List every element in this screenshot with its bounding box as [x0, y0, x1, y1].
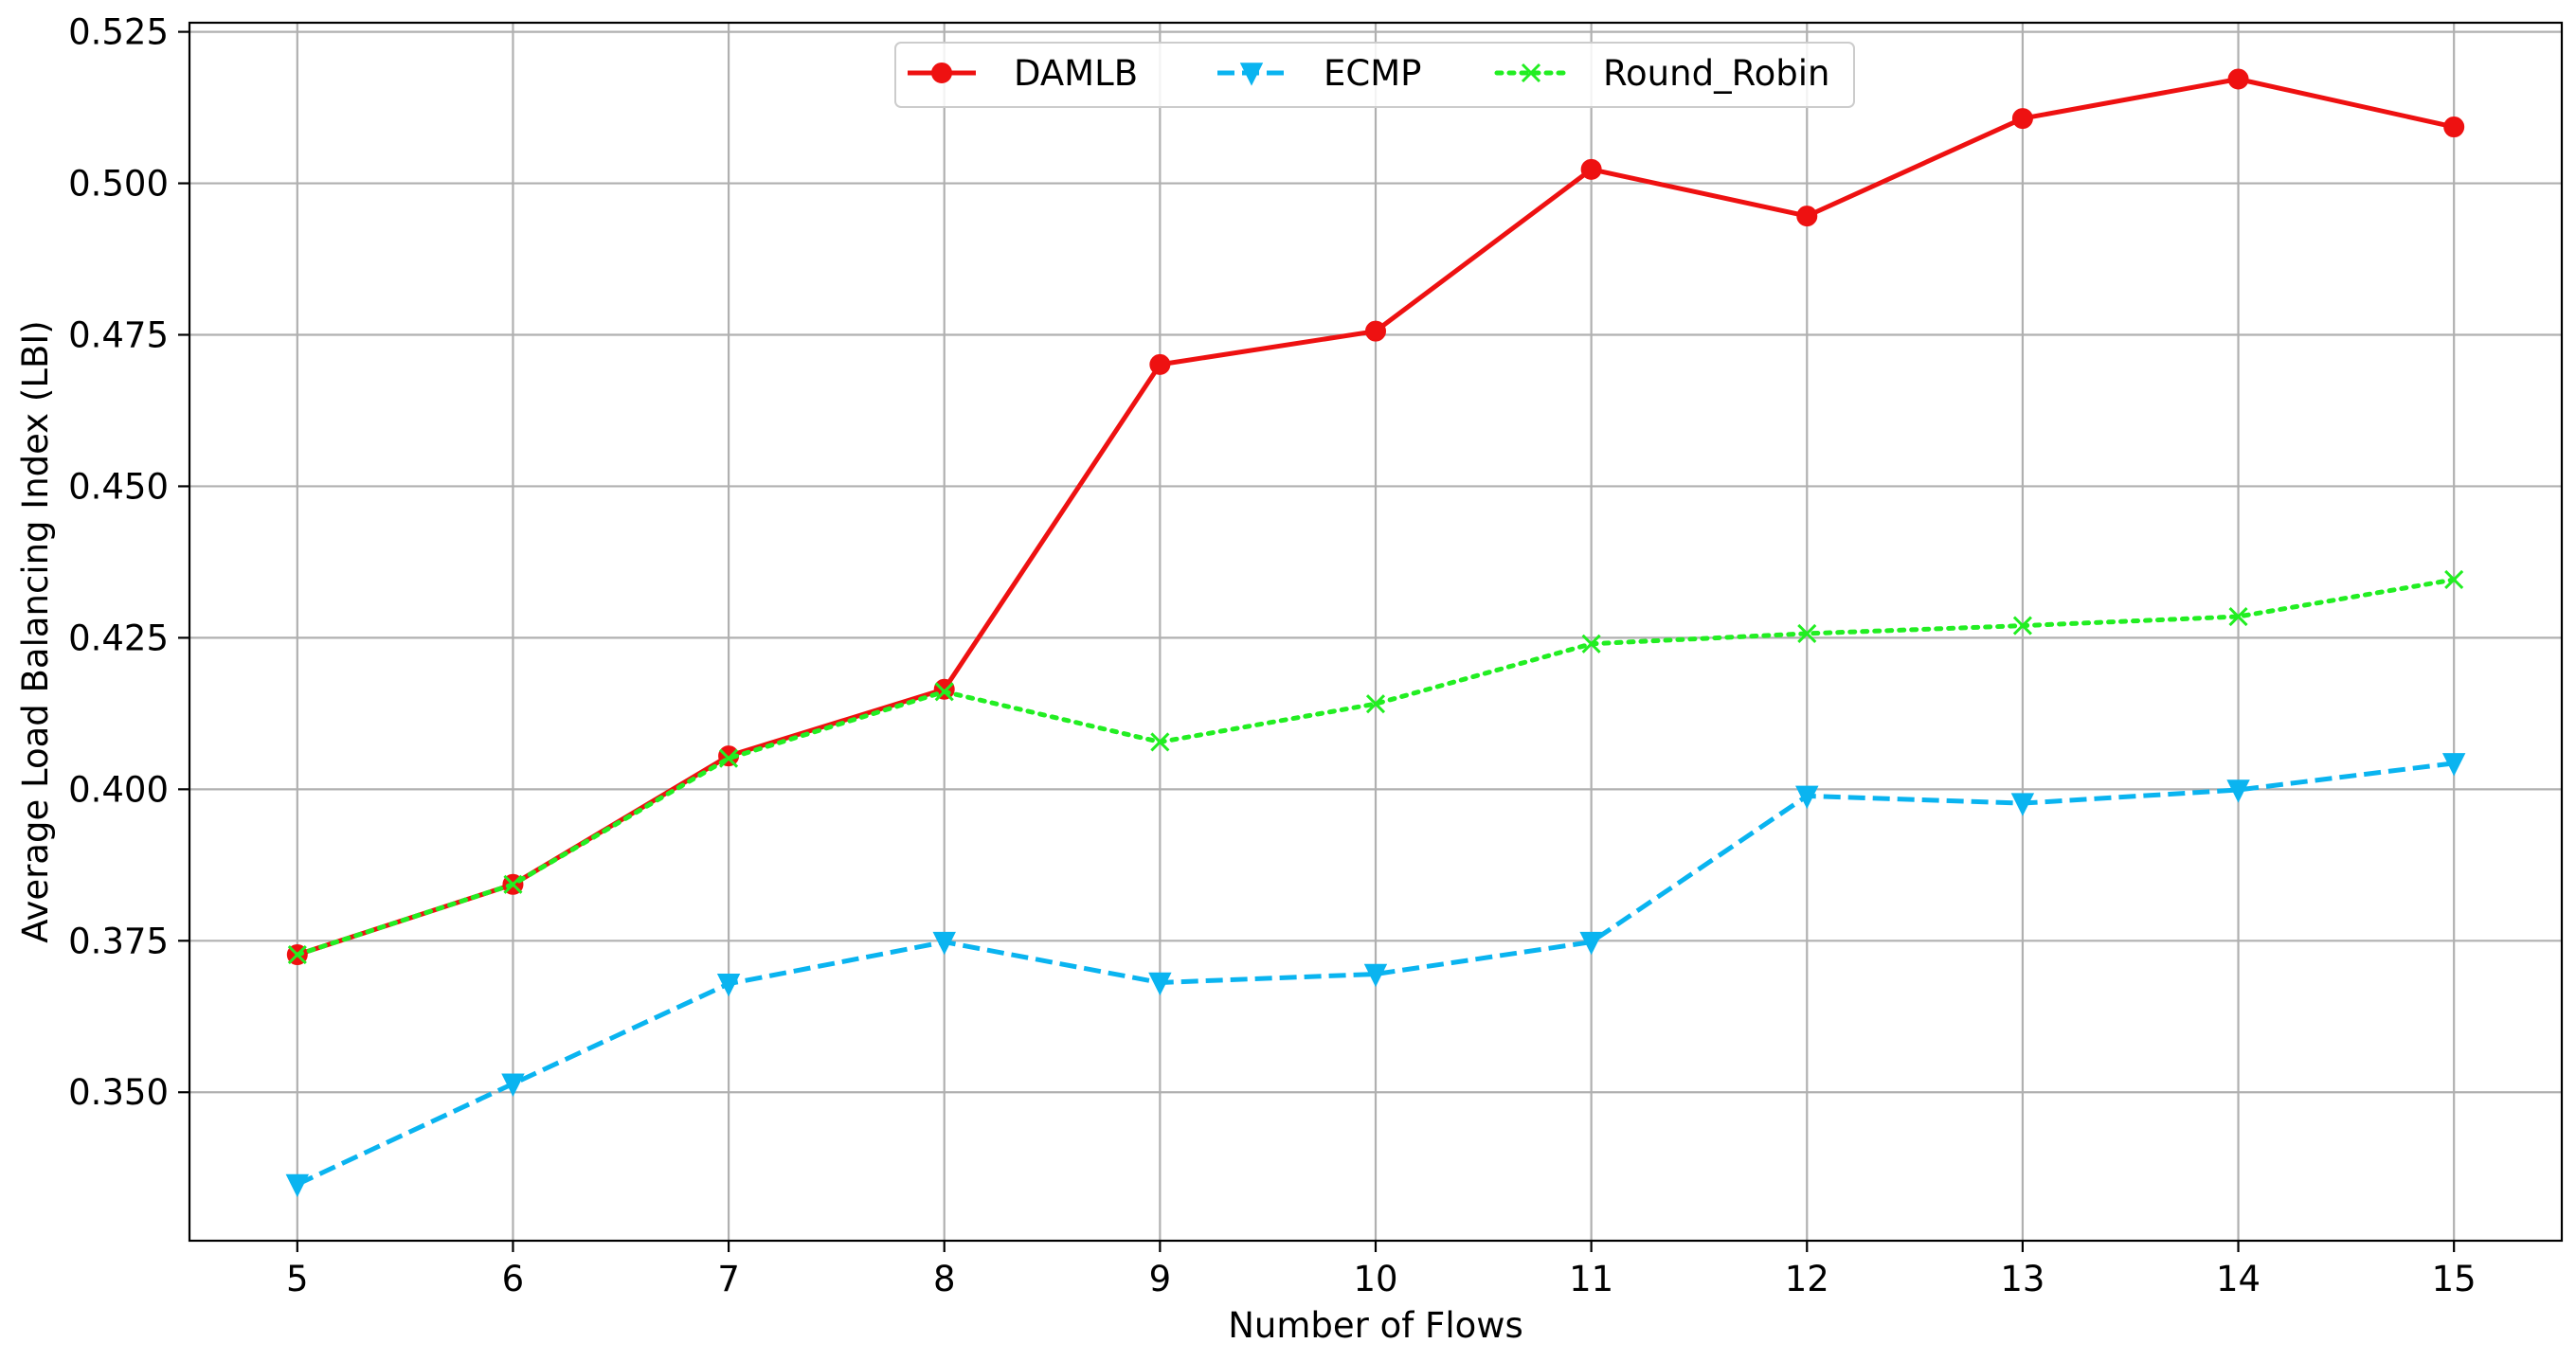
x-tick-label: 9	[1149, 1259, 1172, 1299]
legend-marker-ecmp	[1239, 63, 1264, 86]
data-point-round-robin	[1797, 623, 1817, 643]
data-point-damlb	[1580, 158, 1602, 180]
y-tick-label: 0.400	[68, 769, 169, 810]
x-tick-label: 15	[2432, 1259, 2477, 1299]
data-point-round-robin	[1365, 694, 1386, 714]
data-point-ecmp	[2010, 793, 2035, 816]
x-tick-label: 13	[2000, 1259, 2045, 1299]
x-tick-label: 5	[286, 1259, 309, 1299]
x-tick-label: 10	[1353, 1259, 1397, 1299]
series-line-round-robin	[295, 577, 2457, 958]
grid-lines	[189, 23, 2562, 1241]
legend-marker-damlb	[931, 63, 952, 83]
y-tick-label: 0.375	[68, 921, 169, 961]
legend-label-round-robin: Round_Robin	[1603, 53, 1829, 94]
data-point-ecmp	[2441, 753, 2466, 777]
data-point-round-robin	[503, 874, 523, 894]
axes: 5 6 7 8 9 10 11 12 13 14 15 0.350 0.375 0.400 0.425 0.4…	[68, 12, 2477, 1299]
series-lines	[285, 68, 2466, 1198]
x-tick-label: 11	[1569, 1259, 1613, 1299]
data-point-round-robin	[1150, 732, 1170, 752]
data-point-round-robin	[719, 748, 739, 768]
data-point-ecmp	[2226, 779, 2250, 803]
data-point-damlb	[2227, 68, 2249, 90]
data-point-ecmp	[285, 1173, 310, 1198]
data-point-round-robin	[934, 682, 954, 702]
data-point-damlb	[2443, 116, 2465, 138]
x-tick-label: 14	[2216, 1259, 2261, 1299]
data-point-ecmp	[501, 1073, 525, 1097]
data-point-round-robin	[287, 944, 307, 965]
legend-label-damlb: DAMLB	[1014, 53, 1138, 94]
legend-marker-round-robin	[1521, 63, 1541, 83]
data-point-round-robin	[1581, 634, 1601, 654]
x-tick-label: 6	[502, 1259, 525, 1299]
y-tick-label: 0.500	[68, 164, 169, 205]
data-point-damlb	[2011, 108, 2033, 130]
data-point-round-robin	[2012, 616, 2032, 636]
y-tick-label: 0.475	[68, 314, 169, 355]
series-line-ecmp	[296, 761, 2455, 1187]
data-point-damlb	[1365, 320, 1386, 342]
data-point-ecmp	[1579, 931, 1603, 956]
y-tick-label: 0.525	[68, 12, 169, 53]
series-ecmp	[285, 753, 2466, 1198]
data-point-ecmp	[1795, 785, 1819, 810]
data-point-damlb	[1149, 353, 1171, 375]
legend-box	[894, 42, 1855, 108]
data-point-damlb	[1796, 206, 1818, 227]
data-point-ecmp	[716, 973, 741, 997]
series-round-robin	[287, 569, 2464, 965]
data-point-round-robin	[2444, 569, 2464, 590]
x-tick-label: 12	[1785, 1259, 1829, 1299]
legend-label-ecmp: ECMP	[1324, 53, 1421, 94]
data-point-ecmp	[1148, 972, 1172, 996]
x-axis-label: Number of Flows	[1228, 1305, 1523, 1346]
plot-frame	[188, 21, 2564, 1243]
y-axis-label: Average Load Balancing Index (LBI)	[15, 320, 56, 942]
y-tick-label: 0.425	[68, 618, 169, 658]
x-tick-label: 7	[717, 1259, 740, 1299]
data-point-ecmp	[932, 931, 956, 956]
x-tick-label: 8	[933, 1259, 956, 1299]
y-tick-label: 0.450	[68, 466, 169, 507]
data-point-ecmp	[1363, 963, 1388, 988]
y-tick-label: 0.350	[68, 1072, 169, 1113]
legend: DAMLB ECMP Round_Robin	[894, 42, 1855, 108]
data-point-round-robin	[2228, 606, 2248, 627]
